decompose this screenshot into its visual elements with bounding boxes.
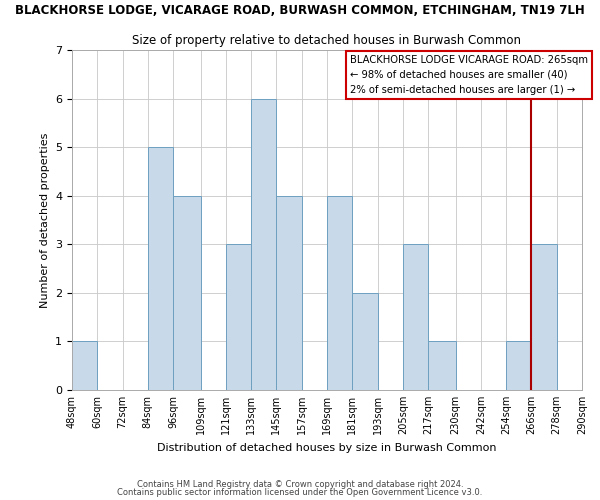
Bar — [428, 342, 455, 390]
Bar — [226, 244, 251, 390]
Bar — [173, 196, 200, 390]
X-axis label: Distribution of detached houses by size in Burwash Common: Distribution of detached houses by size … — [157, 442, 497, 452]
Text: BLACKHORSE LODGE, VICARAGE ROAD, BURWASH COMMON, ETCHINGHAM, TN19 7LH: BLACKHORSE LODGE, VICARAGE ROAD, BURWASH… — [15, 4, 585, 18]
Bar — [72, 342, 97, 390]
Bar — [277, 196, 302, 390]
Bar — [327, 196, 352, 390]
Bar — [506, 342, 532, 390]
Bar — [532, 244, 557, 390]
Bar — [148, 147, 173, 390]
Text: BLACKHORSE LODGE VICARAGE ROAD: 265sqm
← 98% of detached houses are smaller (40): BLACKHORSE LODGE VICARAGE ROAD: 265sqm ←… — [350, 55, 588, 94]
Text: Contains public sector information licensed under the Open Government Licence v3: Contains public sector information licen… — [118, 488, 482, 497]
Bar — [403, 244, 428, 390]
Bar — [251, 98, 277, 390]
Text: Contains HM Land Registry data © Crown copyright and database right 2024.: Contains HM Land Registry data © Crown c… — [137, 480, 463, 489]
Y-axis label: Number of detached properties: Number of detached properties — [40, 132, 50, 308]
Title: Size of property relative to detached houses in Burwash Common: Size of property relative to detached ho… — [133, 34, 521, 48]
Bar — [352, 293, 377, 390]
